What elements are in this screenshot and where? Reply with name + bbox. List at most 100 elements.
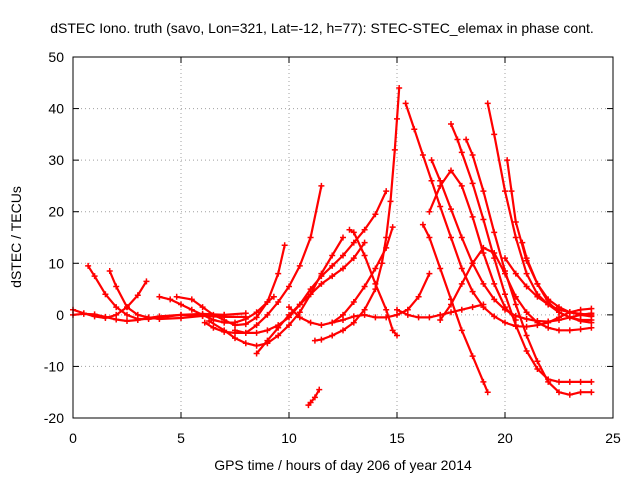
data-point	[340, 317, 346, 324]
data-point	[523, 315, 530, 322]
data-point	[566, 314, 573, 321]
data-point	[188, 306, 195, 313]
data-point	[134, 292, 141, 299]
plot-frame	[72, 56, 614, 419]
x-tick-label: 15	[389, 430, 405, 446]
data-point	[124, 304, 130, 311]
data-point	[523, 255, 530, 262]
data-point	[448, 309, 454, 316]
y-tick-label: 10	[48, 255, 64, 271]
series-arc-14	[329, 224, 396, 326]
data-point	[188, 296, 195, 303]
data-point	[394, 332, 400, 339]
data-point	[199, 304, 206, 311]
data-point	[296, 301, 303, 308]
data-point	[242, 329, 249, 336]
x-tick-label: 10	[281, 430, 297, 446]
data-point	[396, 84, 403, 91]
data-point	[210, 317, 217, 324]
x-tick-label: 5	[177, 430, 185, 446]
data-point	[437, 311, 444, 318]
data-point	[340, 311, 346, 318]
data-point	[242, 315, 249, 322]
data-point	[296, 309, 303, 316]
data-point	[378, 260, 385, 267]
data-point	[340, 234, 346, 241]
data-point	[173, 293, 180, 300]
data-point	[253, 322, 260, 329]
data-point	[383, 244, 390, 251]
chart-title: dSTEC Iono. truth (savo, Lon=321, Lat=-1…	[50, 20, 594, 36]
data-point	[210, 324, 217, 331]
data-point	[566, 391, 573, 398]
data-point	[307, 319, 314, 326]
data-point	[419, 151, 426, 158]
y-tick-label: -10	[44, 358, 64, 374]
data-point	[469, 151, 476, 158]
data-point	[523, 270, 530, 277]
data-point	[264, 337, 271, 344]
data-point	[232, 327, 238, 334]
data-point	[556, 327, 562, 334]
series-arc-16	[394, 301, 487, 321]
y-axis-label: dSTEC / TECUs	[8, 186, 24, 288]
series-arc-12	[305, 386, 323, 409]
data-point	[221, 317, 228, 324]
data-point	[404, 311, 411, 318]
data-point	[85, 262, 92, 269]
data-point	[316, 386, 323, 393]
data-point	[448, 121, 454, 128]
data-point	[504, 157, 511, 164]
data-point	[448, 234, 454, 241]
data-point	[346, 226, 353, 233]
series-arc-05	[156, 293, 277, 326]
data-point	[391, 146, 398, 153]
data-point	[469, 213, 476, 220]
data-point	[350, 255, 357, 262]
x-tick-label: 20	[497, 430, 513, 446]
data-point	[318, 273, 325, 280]
data-point	[372, 314, 379, 321]
data-point	[307, 399, 314, 406]
data-point	[372, 265, 379, 272]
data-point	[307, 234, 314, 241]
data-point	[372, 280, 379, 287]
data-point	[437, 177, 444, 184]
data-point	[556, 389, 562, 396]
series-arc-06	[173, 242, 288, 329]
data-point	[523, 347, 530, 354]
data-point	[577, 378, 584, 385]
x-tick-label: 0	[69, 430, 77, 446]
data-point	[480, 304, 487, 311]
data-point	[480, 244, 487, 251]
data-point	[394, 311, 400, 318]
series-line	[313, 86, 401, 342]
data-point	[307, 286, 314, 293]
data-point	[296, 262, 303, 269]
data-point	[484, 100, 491, 107]
data-point	[458, 265, 465, 272]
data-point	[508, 188, 515, 195]
data-point	[519, 239, 526, 246]
data-point	[458, 306, 465, 313]
data-point	[210, 311, 217, 318]
data-point	[253, 342, 260, 349]
data-point	[437, 265, 444, 272]
data-point	[480, 188, 487, 195]
data-point	[437, 317, 444, 324]
data-point	[318, 336, 325, 343]
data-point	[296, 314, 303, 321]
data-point	[577, 310, 584, 317]
data-point	[448, 301, 454, 308]
data-point	[318, 280, 325, 287]
data-point	[448, 167, 454, 174]
data-point	[502, 319, 508, 326]
data-point	[512, 219, 519, 226]
y-tick-label: 20	[48, 204, 64, 220]
data-point	[311, 337, 318, 344]
data-point	[275, 270, 282, 277]
data-point	[502, 270, 508, 277]
data-point	[480, 249, 487, 256]
series-arc-10	[232, 188, 390, 336]
